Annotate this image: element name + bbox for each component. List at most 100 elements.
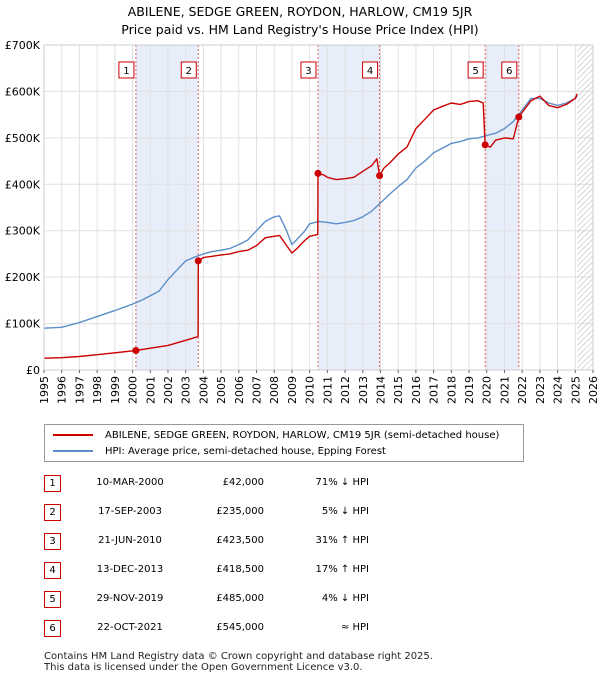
forecast-region [577,45,593,370]
x-tick-label: 2007 [251,376,264,404]
footer: Contains HM Land Registry data © Crown c… [44,651,433,673]
sale-date: 13-DEC-2013 [96,564,164,575]
sale-box-label-2: 2 [186,66,192,77]
table-row: 3 21-JUN-2010 £423,500 31% ↑ HPI [44,531,524,551]
y-tick-label: £300K [5,225,41,238]
y-tick-label: £100K [5,318,41,331]
table-row: 4 13-DEC-2013 £418,500 17% ↑ HPI [44,560,524,580]
chart-title: ABILENE, SEDGE GREEN, ROYDON, HARLOW, CM… [0,3,600,39]
sale-price: £235,000 [216,506,264,517]
sale-hpi-diff: 17% ↑ HPI [315,564,369,575]
plot-frame [43,44,594,371]
x-tick-label: 2018 [445,376,458,404]
sale-number-badge: 1 [44,475,61,492]
sale-price: £418,500 [216,564,264,575]
sale-box-label-1: 1 [123,66,129,77]
x-tick-label: 1998 [91,376,104,404]
table-row: 2 17-SEP-2003 £235,000 5% ↓ HPI [44,502,524,522]
sale-number-badge: 6 [44,620,61,637]
x-tick-label: 1999 [109,376,122,404]
x-tick-label: 2001 [144,376,157,404]
title-line-2: Price paid vs. HM Land Registry's House … [121,22,479,37]
y-tick-label: £500K [5,132,41,145]
sale-date: 10-MAR-2000 [96,477,164,488]
sale-date: 29-NOV-2019 [96,593,164,604]
x-tick-label: 2023 [534,376,547,404]
legend-item-hpi: HPI: Average price, semi-detached house,… [53,444,386,460]
sale-box-1 [118,61,135,79]
sale-hpi-diff: 31% ↑ HPI [315,535,369,546]
sale-box-4 [362,61,379,79]
sale-price: £423,500 [216,535,264,546]
x-tick-label: 2012 [339,376,352,404]
x-tick-label: 2014 [374,376,387,404]
x-tick-label: 2010 [304,376,317,404]
x-tick-label: 1996 [56,376,69,404]
sale-hpi-diff: 5% ↓ HPI [321,506,369,517]
sale-marker-4 [376,172,384,180]
legend-label-property: ABILENE, SEDGE GREEN, ROYDON, HARLOW, CM… [105,430,500,441]
sale-box-2 [180,61,197,79]
y-tick-label: £600K [5,85,41,98]
y-tick-label: £0 [26,364,40,377]
table-row: 1 10-MAR-2000 £42,000 71% ↓ HPI [44,473,524,493]
sale-number-badge: 4 [44,562,61,579]
legend-swatch-property [53,434,93,436]
y-tick-label: £200K [5,271,41,284]
x-tick-label: 2025 [569,376,582,404]
x-tick-label: 2016 [410,376,423,404]
sale-date: 22-OCT-2021 [97,622,163,633]
footer-line-2: This data is licensed under the Open Gov… [44,662,363,673]
sale-marker-3 [314,169,322,177]
sale-marker-5 [481,141,489,149]
sale-number-badge: 3 [44,533,61,550]
legend-item-property: ABILENE, SEDGE GREEN, ROYDON, HARLOW, CM… [53,428,499,444]
sale-price: £485,000 [216,593,264,604]
x-tick-label: 2024 [552,376,565,404]
shaded-range-3 [485,45,519,370]
sale-marker-2 [194,257,202,265]
sale-box-label-6: 6 [506,66,512,77]
footer-line-1: Contains HM Land Registry data © Crown c… [44,651,433,662]
legend-swatch-hpi [53,450,93,452]
x-tick-label: 2019 [463,376,476,404]
sale-marker-6 [515,113,523,121]
y-tick-label: £700K [5,39,41,52]
x-tick-label: 2002 [162,376,175,404]
shaded-range-2 [317,45,380,370]
sale-hpi-diff: 71% ↓ HPI [315,477,369,488]
x-tick-label: 2011 [321,376,334,404]
table-row: 6 22-OCT-2021 £545,000 ≈ HPI [44,618,524,638]
sale-box-label-5: 5 [472,66,478,77]
x-tick-label: 2020 [481,376,494,404]
sale-number-badge: 2 [44,504,61,521]
hpi-line [43,95,578,329]
x-tick-label: 2006 [233,376,246,404]
x-tick-label: 2021 [498,376,511,404]
x-tick-label: 2000 [127,376,140,404]
x-tick-label: 2004 [197,376,210,404]
title-line-1: ABILENE, SEDGE GREEN, ROYDON, HARLOW, CM… [127,4,473,19]
sale-date: 17-SEP-2003 [98,506,162,517]
x-tick-label: 2013 [357,376,370,404]
y-tick-label: £400K [5,178,41,191]
legend-label-hpi: HPI: Average price, semi-detached house,… [105,446,386,457]
sale-box-5 [467,61,484,79]
sale-date: 21-JUN-2010 [98,535,162,546]
x-tick-label: 2009 [286,376,299,404]
sale-number-badge: 5 [44,591,61,608]
sale-hpi-diff: 4% ↓ HPI [321,593,369,604]
x-tick-label: 1997 [73,376,86,404]
sale-price: £545,000 [216,622,264,633]
sale-box-label-4: 4 [367,66,373,77]
shaded-range-1 [135,45,199,370]
x-tick-label: 2003 [180,376,193,404]
sale-box-6 [501,61,518,79]
sale-marker-1 [132,347,140,354]
sale-hpi-diff: ≈ HPI [340,622,369,633]
x-tick-label: 2008 [268,376,281,404]
sale-box-3 [300,61,317,79]
sale-box-label-3: 3 [305,66,311,77]
legend: ABILENE, SEDGE GREEN, ROYDON, HARLOW, CM… [44,424,524,462]
x-tick-label: 2026 [587,376,600,404]
